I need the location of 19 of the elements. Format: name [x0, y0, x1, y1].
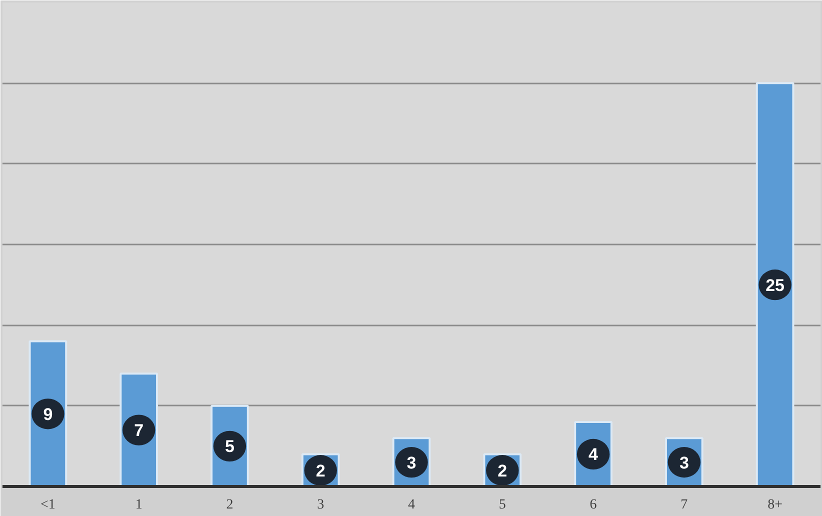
x-tick-label: 3: [317, 498, 324, 512]
data-label: 2: [498, 461, 508, 480]
x-tick-label: 1: [135, 498, 142, 512]
data-label: 25: [766, 276, 785, 295]
data-label: 3: [406, 453, 416, 472]
data-label: 4: [588, 445, 599, 464]
data-label: 2: [316, 461, 326, 480]
data-label: 7: [134, 421, 144, 440]
x-tick-label: 7: [680, 498, 688, 512]
data-label: 3: [679, 453, 689, 472]
data-label: 5: [224, 437, 234, 456]
x-tick-label: 4: [408, 498, 415, 512]
x-tick-label: 2: [226, 498, 234, 512]
x-tick-label: 6: [590, 498, 597, 512]
data-label: 9: [43, 404, 53, 424]
bar: [756, 82, 794, 486]
x-tick-label: 8+: [768, 498, 783, 512]
x-tick-label: <1: [40, 498, 56, 512]
x-tick-label: 5: [498, 498, 506, 512]
